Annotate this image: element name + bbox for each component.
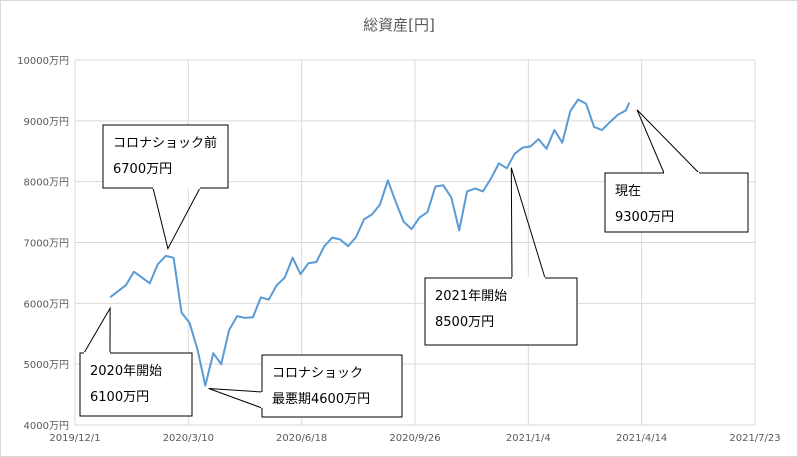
- x-tick-label: 2020/9/26: [389, 433, 440, 444]
- callout-text: 2021年開始: [435, 289, 507, 304]
- y-tick-label: 6000万円: [24, 299, 69, 310]
- callout-box: [261, 354, 403, 418]
- callout-pointer: [510, 167, 546, 279]
- callout-pointer: [636, 109, 700, 174]
- callout-box: [79, 352, 193, 417]
- y-tick-label: 8000万円: [24, 178, 69, 189]
- callout-text: コロナショック前: [113, 135, 217, 151]
- x-tick-label: 2020/6/18: [276, 433, 327, 444]
- callouts: コロナショック前 6700万円 2020年開始 6100万円 コロナショック最悪期460…: [79, 109, 749, 418]
- chart-title: 総資産[円]: [363, 16, 435, 34]
- callout-pointer: [83, 306, 111, 354]
- x-tick-label: 2021/1/4: [506, 433, 551, 444]
- callout-text: 2020年開始: [90, 364, 162, 379]
- x-tick-label: 2020/3/10: [163, 433, 214, 444]
- x-tick-label: 2021/7/23: [729, 433, 780, 444]
- y-tick-label: 9000万円: [24, 117, 69, 128]
- y-tick-label: 5000万円: [24, 360, 69, 371]
- callout-text: 8500万円: [435, 315, 494, 330]
- x-axis-ticks: 2019/12/1 2020/3/10 2020/6/18 2020/9/26 2021…: [49, 433, 780, 444]
- callout: 2020年開始 6100万円: [79, 306, 193, 417]
- x-tick-label: 2019/12/1: [49, 433, 100, 444]
- callout-box: [424, 277, 578, 346]
- callout-text: 6700万円: [113, 162, 172, 177]
- callout-text: 最悪期4600万円: [272, 392, 370, 407]
- callout-text: 9300万円: [615, 210, 674, 225]
- x-tick-label: 2021/4/14: [616, 433, 667, 444]
- callout-box: [102, 124, 229, 189]
- callout-box: [604, 172, 749, 233]
- y-tick-label: 7000万円: [24, 239, 69, 250]
- callout: コロナショック前 6700万円: [102, 124, 229, 250]
- y-tick-label: 4000万円: [24, 421, 69, 432]
- callout-text: 6100万円: [90, 390, 149, 405]
- callout-text: コロナショック: [272, 366, 363, 381]
- callout-text: 現在: [615, 184, 641, 199]
- y-tick-label: 10000万円: [17, 56, 69, 67]
- series-line: [109, 98, 631, 387]
- series-group: [109, 98, 631, 387]
- callout: 2021年開始 8500万円: [424, 167, 578, 346]
- callout-pointer: [152, 187, 201, 250]
- y-axis-ticks: 4000万円 5000万円 6000万円 7000万円 8000万円 9000万円 1000…: [17, 56, 69, 432]
- callout-pointer: [208, 388, 263, 409]
- callout: 現在 9300万円: [604, 109, 749, 233]
